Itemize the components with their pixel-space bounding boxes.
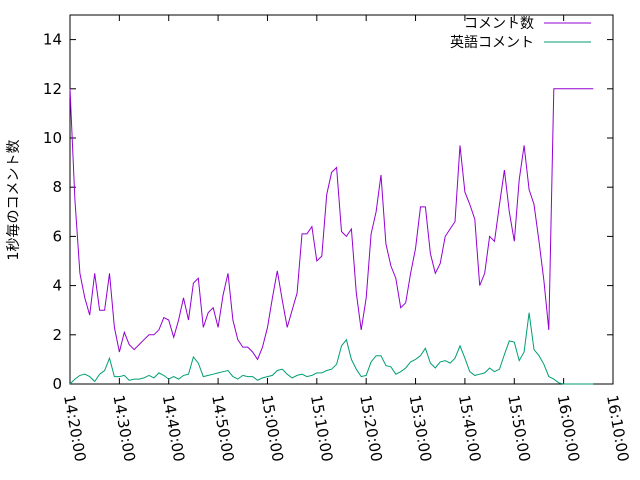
legend-label-0: コメント数 — [464, 16, 534, 32]
x-tick-label: 16:00:00 — [554, 394, 583, 463]
x-tick-label: 14:40:00 — [159, 394, 188, 463]
x-tick-label: 14:30:00 — [109, 394, 138, 463]
series-line-0 — [69, 88, 594, 361]
series-line-1 — [69, 312, 594, 385]
x-tick-label: 15:10:00 — [307, 394, 336, 463]
plot-series — [69, 88, 594, 385]
x-tick-label: 15:20:00 — [356, 394, 385, 463]
x-tick-label: 15:00:00 — [258, 394, 287, 463]
x-tick-label: 15:50:00 — [504, 394, 533, 463]
x-tick-label: 15:30:00 — [406, 394, 435, 463]
y-axis-title: 1秒毎のコメント数 — [6, 140, 22, 261]
y-tick-label: 2 — [52, 326, 62, 344]
y-tick-label: 12 — [43, 80, 62, 98]
x-tick-label: 14:20:00 — [60, 394, 89, 463]
x-tick-label: 16:10:00 — [603, 394, 632, 463]
plot-frame — [69, 14, 614, 385]
y-tick-label: 6 — [52, 227, 62, 245]
y-tick-label: 0 — [52, 375, 62, 393]
y-tick-label: 4 — [52, 277, 62, 295]
y-tick-label: 8 — [52, 178, 62, 196]
y-tick-label: 10 — [43, 129, 62, 147]
axes: 0 2 4 6 8 10 12 14 14:20:00 14:30:00 14:40:00 14:50… — [43, 14, 632, 463]
legend-label-1: 英語コメント — [450, 34, 534, 51]
y-tick-label: 14 — [43, 31, 62, 49]
x-tick-label: 15:40:00 — [455, 394, 484, 463]
x-tick-label: 14:50:00 — [208, 394, 237, 463]
